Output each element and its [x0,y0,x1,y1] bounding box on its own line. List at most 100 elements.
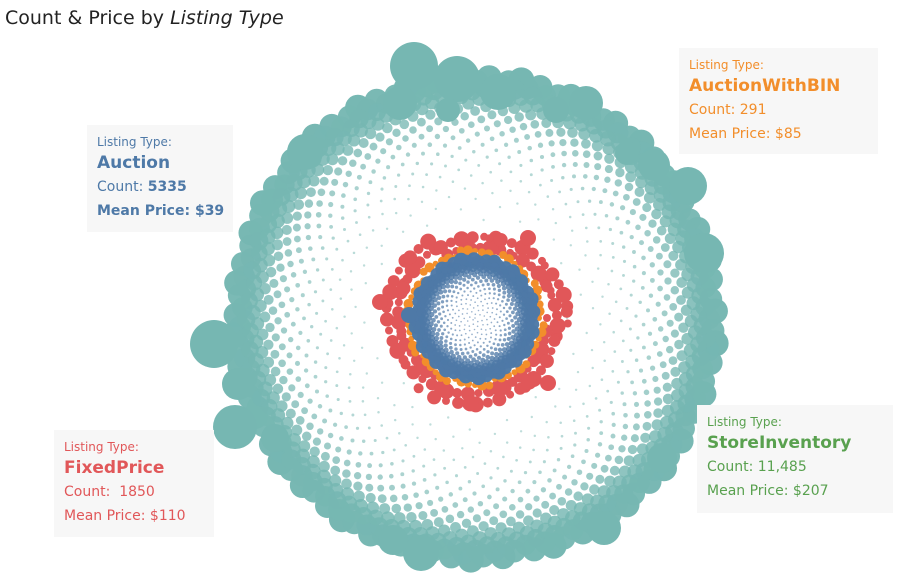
bubble-storeinventory [293,235,301,243]
bubble-storeinventory [295,282,301,288]
bubble-storeinventory [390,154,396,160]
bubble-auction [515,311,521,317]
bubble-storeinventory [273,251,284,262]
bubble-storeinventory [450,154,454,159]
bubble-storeinventory [284,311,291,318]
bubble-fixedprice [396,326,407,337]
bubble-storeinventory [523,515,534,527]
bubble-storeinventory [213,405,257,449]
bubble-storeinventory [503,115,513,125]
bubble-auction [501,347,507,353]
bubble-storeinventory [515,458,518,462]
bubble-auction [446,325,449,328]
bubble-storeinventory [426,125,434,133]
bubble-storeinventory [347,386,351,390]
bubble-storeinventory [495,522,507,534]
bubble-storeinventory [270,213,285,229]
card-count-row: Count: 291 [689,98,868,122]
bubble-storeinventory [270,366,281,377]
bubble-storeinventory [391,503,402,514]
bubble-auction [441,305,445,309]
bubble-storeinventory [385,227,389,231]
bubble-fixedprice [492,392,507,407]
bubble-storeinventory [375,132,385,142]
bubble-fixedprice [372,294,388,310]
bubble-storeinventory [263,294,274,305]
bubble-auction [463,290,466,293]
bubble-storeinventory [328,483,344,499]
bubble-auction [459,343,462,347]
bubble-storeinventory [389,484,395,491]
bubble-storeinventory [281,224,292,235]
bubble-storeinventory [512,521,525,534]
bubble-auction [514,301,520,308]
bubble-storeinventory [600,378,604,381]
bubble-storeinventory [557,508,570,521]
bubble-storeinventory [442,143,448,148]
bubble-storeinventory [629,348,633,352]
bubble-auction [468,354,473,359]
bubble-auction [488,292,491,295]
bubble-storeinventory [405,152,411,157]
bubble-storeinventory [660,243,670,252]
bubble-storeinventory [313,374,318,379]
bubble-fixedprice [547,291,556,300]
bubble-storeinventory [304,353,309,358]
bubble-storeinventory [269,278,279,288]
bubble-storeinventory [331,141,345,156]
bubble-auction [438,344,444,350]
bubble-storeinventory [519,179,523,183]
bubble-storeinventory [569,187,573,191]
bubble-auction [502,306,506,310]
bubble-auction [432,339,440,347]
bubble-auction [448,313,451,316]
bubble-storeinventory [265,266,277,278]
bubble-storeinventory [448,492,454,497]
bubble-fixedprice [536,365,546,376]
bubble-auction [513,332,520,339]
bubble-storeinventory [452,458,456,462]
bubble-storeinventory [680,304,693,316]
bubble-auction [454,329,457,332]
bubble-storeinventory [528,460,532,464]
bubble-auction [450,322,453,324]
bubble-storeinventory [533,434,537,438]
bubble-storeinventory [380,244,383,248]
bubble-storeinventory [297,391,304,398]
bubble-storeinventory [573,491,583,501]
bubble-storeinventory [494,148,499,153]
bubble-fixedprice [394,298,403,307]
bubble-auction [486,318,488,321]
bubble-auction [460,298,463,301]
bubble-storeinventory [674,312,684,322]
bubble-storeinventory [438,175,442,179]
bubble-storeinventory [587,511,621,545]
bubble-storeinventory [281,212,294,224]
bubble-storeinventory [576,200,580,204]
bubble-storeinventory [591,280,594,284]
bubble-fixedprice [540,280,553,293]
bubble-storeinventory [627,464,643,480]
bubble-storeinventory [421,151,425,156]
bubble-storeinventory [648,430,662,443]
bubble-storeinventory [619,230,624,235]
bubble-storeinventory [515,510,525,519]
bubble-storeinventory [365,372,369,375]
bubble-storeinventory [364,282,367,285]
bubble-storeinventory [598,408,602,412]
bubble-auction [469,283,473,287]
bubble-storeinventory [560,262,563,265]
card-listing-type-label: Listing Type: [707,415,782,429]
bubble-auction [445,299,449,303]
bubble-auction [454,347,458,351]
bubble-auction [502,350,509,358]
bubble-storeinventory [354,305,357,309]
bubble-storeinventory [393,512,406,525]
bubble-fixedprice [540,375,556,391]
bubble-auction [453,279,458,285]
bubble-storeinventory [664,232,676,245]
bubble-auction [442,321,446,325]
bubble-auction [492,297,495,300]
bubble-fixedprice [403,250,418,265]
bubble-storeinventory [611,242,615,245]
